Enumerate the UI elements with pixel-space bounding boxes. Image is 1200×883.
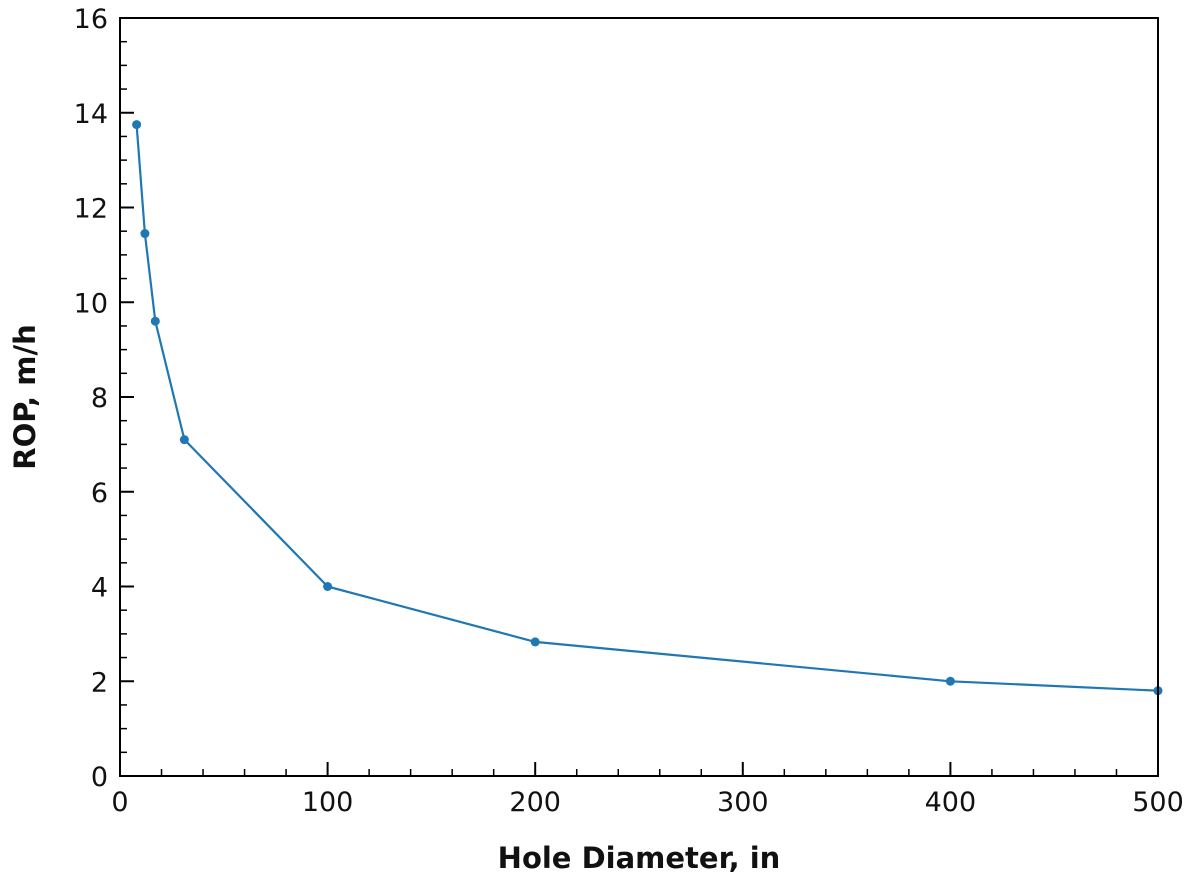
y-tick-label: 16 (74, 4, 108, 35)
data-point (945, 676, 955, 686)
y-axis-title: ROP, m/h (8, 324, 42, 469)
x-tick-label: 0 (111, 787, 128, 818)
x-tick-label: 300 (717, 787, 769, 818)
data-point (132, 120, 142, 130)
y-tick-label: 4 (91, 573, 108, 604)
series-line (135, 124, 1159, 692)
y-tick-label: 10 (74, 288, 108, 319)
x-tick-label: 100 (302, 787, 354, 818)
series-layer (132, 120, 1163, 696)
x-tick-label: 400 (925, 787, 977, 818)
data-point (150, 316, 160, 326)
x-tick-label: 500 (1132, 787, 1184, 818)
x-tick-label: 200 (509, 787, 561, 818)
y-tick-label: 8 (91, 383, 108, 414)
data-point (323, 582, 333, 591)
y-tick-label: 14 (74, 99, 108, 130)
x-axis-title: Hole Diameter, in (498, 841, 781, 875)
data-point (530, 637, 540, 647)
plot-frame (119, 17, 1159, 777)
data-point (179, 435, 189, 445)
y-tick-label: 12 (74, 194, 108, 225)
y-tick-label: 0 (91, 762, 108, 793)
y-tick-label: 2 (91, 667, 108, 698)
ticks-layer: 0 100 200 300 400 500 0 2 4 6 8 10 12 14 16 (74, 4, 1184, 818)
data-point (140, 229, 150, 239)
y-tick-label: 6 (91, 478, 108, 509)
